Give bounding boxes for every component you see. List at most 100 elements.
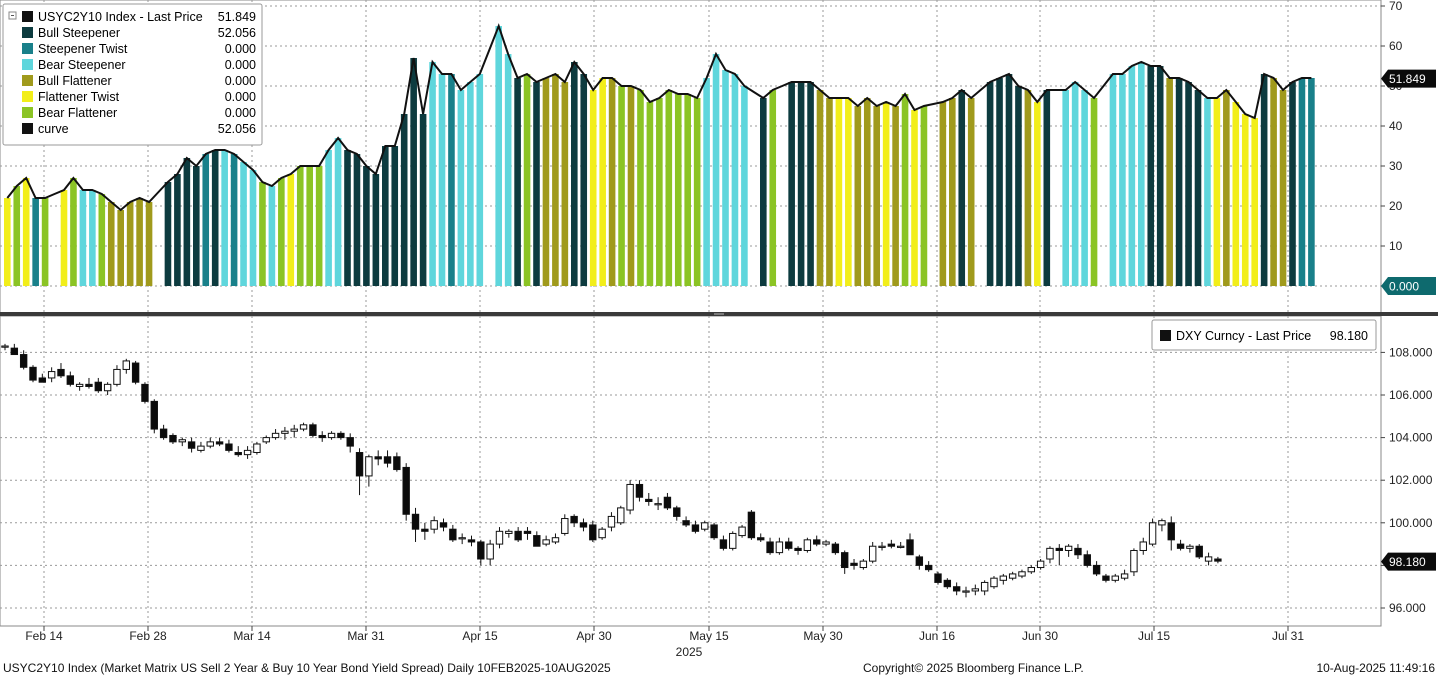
candle bbox=[906, 533, 914, 556]
candle bbox=[831, 541, 840, 555]
candle-body bbox=[1102, 575, 1110, 581]
x-axis: Feb 14 Feb 28 Mar 14 Mar 31 Apr 15 Apr 30 May … bbox=[25, 626, 1304, 659]
spread-bar bbox=[325, 150, 332, 286]
candle bbox=[1158, 518, 1166, 532]
candle bbox=[663, 492, 672, 511]
candle bbox=[458, 533, 466, 545]
candle-body bbox=[402, 466, 410, 515]
spread-bar bbox=[967, 98, 975, 286]
curve-line bbox=[6, 23, 1312, 212]
candle bbox=[141, 382, 149, 404]
spread-bar bbox=[202, 154, 210, 286]
spread-bar bbox=[1062, 90, 1069, 286]
candle-body bbox=[131, 362, 140, 383]
candle-body bbox=[514, 530, 522, 541]
candle bbox=[19, 350, 28, 370]
footer-description: USYC2Y10 Index (Market Matrix US Sell 2 … bbox=[3, 661, 611, 675]
candle-body bbox=[1111, 575, 1119, 581]
spread-bar bbox=[1034, 102, 1041, 286]
candle-body bbox=[803, 539, 812, 551]
candle bbox=[1186, 544, 1194, 553]
spread-bar bbox=[467, 82, 474, 286]
xtick-label: May 30 bbox=[803, 629, 843, 643]
legend-entry-name: Bear Steepener bbox=[38, 58, 126, 72]
candle-body bbox=[1074, 547, 1082, 556]
candle-body bbox=[934, 573, 942, 583]
spread-bar bbox=[306, 166, 313, 286]
spread-bar bbox=[760, 98, 767, 286]
candle-body bbox=[962, 590, 970, 593]
spread-bar bbox=[986, 82, 994, 286]
candle bbox=[747, 510, 756, 540]
spread-bar bbox=[571, 62, 578, 286]
candle-body bbox=[533, 535, 541, 547]
spread-bar bbox=[1147, 66, 1155, 286]
legend-entry-value: 0.000 bbox=[225, 74, 256, 88]
candle bbox=[234, 446, 242, 457]
xtick-label: Mar 14 bbox=[233, 629, 271, 643]
candle-body bbox=[1083, 554, 1091, 566]
candle bbox=[383, 450, 392, 468]
legend-swatch bbox=[22, 75, 33, 86]
spread-bar bbox=[996, 78, 1003, 286]
candle bbox=[1204, 552, 1213, 566]
spread-bar bbox=[1071, 82, 1079, 286]
spread-bar bbox=[1213, 98, 1221, 286]
candle bbox=[337, 431, 345, 440]
legend-swatch bbox=[22, 91, 33, 102]
candle bbox=[477, 539, 485, 566]
candle bbox=[794, 546, 802, 555]
legend-entry-value: 0.000 bbox=[225, 58, 256, 72]
candle-body bbox=[878, 545, 886, 548]
spread-bar bbox=[382, 146, 389, 286]
legend-swatch bbox=[22, 27, 33, 38]
candle bbox=[1083, 550, 1091, 568]
legend-entry-name: Steepener Twist bbox=[38, 42, 128, 56]
candle bbox=[169, 433, 177, 444]
candle-body bbox=[831, 543, 840, 554]
candle bbox=[1055, 544, 1063, 566]
spread-bar bbox=[117, 210, 124, 286]
xtick-label: Jul 15 bbox=[1138, 629, 1170, 643]
candle-body bbox=[607, 515, 616, 528]
spread-bar bbox=[1241, 114, 1249, 286]
candle bbox=[393, 452, 401, 472]
spread-bar bbox=[240, 162, 247, 286]
candle-body bbox=[187, 441, 196, 449]
candle bbox=[1120, 569, 1129, 581]
candle bbox=[411, 507, 420, 542]
spread-bar bbox=[22, 178, 30, 286]
spread-bar bbox=[882, 102, 890, 286]
spread-bar bbox=[712, 54, 720, 286]
candle bbox=[607, 512, 616, 532]
spread-bar bbox=[193, 166, 200, 286]
candle-body bbox=[589, 524, 597, 541]
candle-body bbox=[971, 588, 980, 592]
candle-body bbox=[1176, 543, 1185, 549]
candle-body bbox=[19, 354, 28, 368]
spread-bar bbox=[1005, 74, 1013, 286]
spread-bar bbox=[1109, 74, 1117, 286]
spread-bar bbox=[334, 138, 342, 286]
spread-bar bbox=[89, 190, 96, 286]
spread-bar bbox=[391, 146, 399, 286]
candle bbox=[449, 524, 457, 542]
zero-label: 0.000 bbox=[1389, 280, 1419, 294]
spread-bar bbox=[656, 98, 663, 286]
xtick-label: Feb 28 bbox=[129, 629, 167, 643]
spread-bar bbox=[1251, 118, 1258, 286]
xtick-label: Jun 16 bbox=[919, 629, 955, 643]
spread-bar bbox=[769, 90, 777, 286]
legend-entry-name: Bull Steepener bbox=[38, 26, 120, 40]
bottom-ytick-label: 102.000 bbox=[1389, 473, 1433, 487]
candle-body bbox=[477, 541, 485, 560]
candle-body bbox=[980, 581, 989, 592]
candle-body bbox=[691, 524, 700, 532]
candle bbox=[243, 446, 252, 459]
candle bbox=[542, 535, 550, 547]
candle-body bbox=[896, 545, 905, 548]
spread-bar bbox=[372, 174, 380, 286]
spread-bar bbox=[693, 98, 701, 286]
spread-bar bbox=[60, 190, 68, 286]
